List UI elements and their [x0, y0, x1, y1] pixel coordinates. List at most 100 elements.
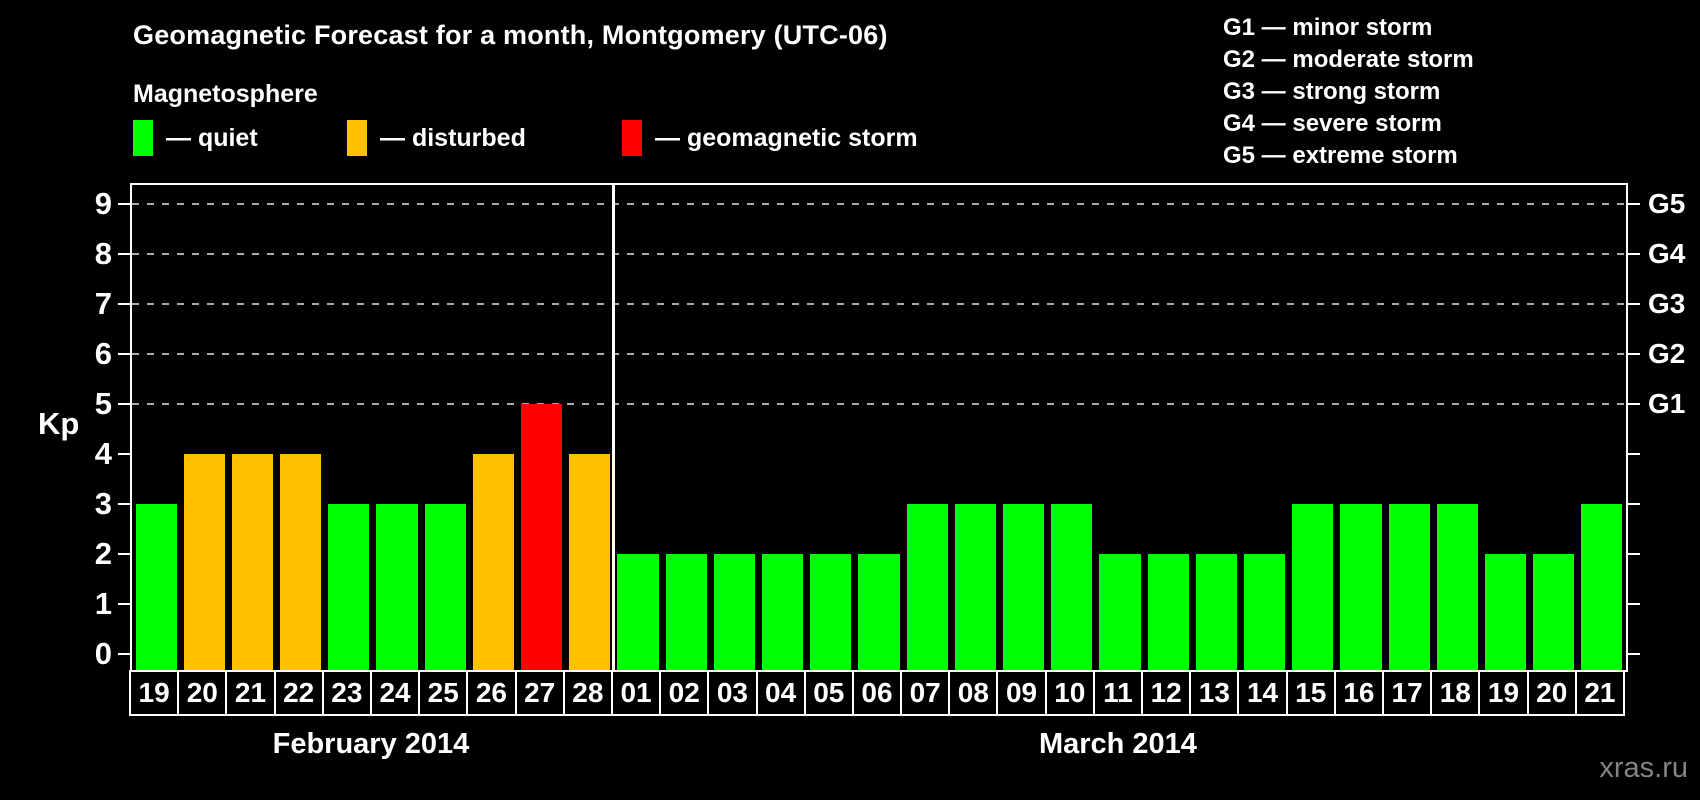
kp-bar-day-20	[1533, 554, 1575, 670]
y-axis-tick-label-0: 0	[94, 636, 112, 671]
left-axis-tick-0	[118, 653, 130, 655]
chart-title: Geomagnetic Forecast for a month, Montgo…	[133, 20, 888, 50]
day-box-21: 21	[225, 670, 276, 716]
left-axis-tick-6	[118, 353, 130, 355]
kp-bar-day-26	[472, 454, 515, 670]
day-box-16: 16	[1333, 670, 1385, 716]
g-scale-legend-line: G3 — strong storm	[1223, 78, 1441, 105]
y-axis-tick-label-8: 8	[94, 236, 112, 271]
day-box-25: 25	[418, 670, 469, 716]
left-axis-tick-5	[118, 403, 130, 405]
disturbed-color-swatch	[347, 120, 367, 156]
day-box-02: 02	[659, 670, 710, 716]
kp-bar-day-15	[1292, 504, 1334, 670]
kp-bar-day-11	[1099, 554, 1141, 670]
kp-bar-day-02	[665, 554, 707, 670]
kp-bar-day-18	[1436, 504, 1478, 670]
kp-bar-day-21	[231, 454, 274, 670]
month-separator-line	[612, 185, 616, 670]
right-axis-tick-8	[1628, 253, 1640, 255]
kp-bar-day-19	[135, 504, 177, 670]
day-box-14: 14	[1237, 670, 1288, 716]
day-box-13: 13	[1189, 670, 1240, 716]
kp-bar-day-01	[617, 554, 659, 670]
magnetosphere-legend-title: Magnetosphere	[133, 80, 318, 108]
left-axis-tick-7	[118, 303, 130, 305]
day-box-06: 06	[851, 670, 903, 716]
kp-bar-day-22	[280, 454, 322, 670]
kp-bar-day-21	[1581, 504, 1623, 670]
day-box-07: 07	[900, 670, 951, 716]
day-box-28: 28	[562, 670, 613, 716]
day-box-21: 21	[1574, 670, 1625, 716]
day-box-11: 11	[1092, 670, 1144, 716]
gridline-kp-8	[132, 253, 1626, 255]
day-box-19: 19	[129, 670, 180, 716]
day-box-23: 23	[321, 670, 372, 716]
kp-bar-day-04	[762, 554, 804, 670]
right-axis-tick-3	[1628, 503, 1640, 505]
kp-bar-day-20	[183, 454, 225, 670]
y-axis-tick-label-5: 5	[94, 386, 112, 421]
month-label-1: March 2014	[1038, 728, 1197, 760]
g-scale-tick-label-G3: G3	[1648, 288, 1686, 319]
day-box-24: 24	[369, 670, 421, 716]
kp-bar-day-28	[569, 454, 611, 670]
y-axis-tick-label-6: 6	[94, 336, 112, 371]
day-box-09: 09	[996, 670, 1047, 716]
day-box-08: 08	[948, 670, 999, 716]
kp-bar-day-14	[1243, 554, 1286, 670]
watermark-text: xras.ru	[1599, 752, 1688, 784]
kp-bar-day-06	[858, 554, 900, 670]
gridline-kp-7	[132, 303, 1626, 305]
gridline-kp-6	[132, 353, 1626, 355]
kp-bar-day-10	[1051, 504, 1093, 670]
day-box-17: 17	[1382, 670, 1433, 716]
legend-item-quiet: — quiet	[133, 119, 258, 157]
kp-bar-day-12	[1147, 554, 1189, 670]
right-axis-tick-7	[1628, 303, 1640, 305]
y-axis-title: Kp	[38, 406, 80, 441]
legend-item-storm: — geomagnetic storm	[622, 119, 918, 157]
kp-bar-day-16	[1340, 504, 1382, 670]
left-axis-tick-9	[118, 203, 130, 205]
legend-label-storm: — geomagnetic storm	[655, 123, 918, 152]
gridline-kp-9	[132, 203, 1626, 205]
kp-bar-day-05	[810, 554, 852, 670]
y-axis-tick-label-2: 2	[94, 536, 112, 571]
y-axis-tick-label-4: 4	[94, 436, 112, 471]
legend-label-quiet: — quiet	[166, 123, 258, 152]
day-box-20: 20	[177, 670, 228, 716]
day-box-05: 05	[803, 670, 854, 716]
legend-label-disturbed: — disturbed	[380, 123, 526, 152]
right-axis-tick-0	[1628, 653, 1640, 655]
left-axis-tick-1	[118, 603, 130, 605]
day-box-04: 04	[755, 670, 806, 716]
day-box-15: 15	[1285, 670, 1336, 716]
g-scale-legend-line: G1 — minor storm	[1223, 14, 1433, 41]
day-box-20: 20	[1526, 670, 1577, 716]
right-axis-tick-4	[1628, 453, 1640, 455]
storm-color-swatch	[622, 120, 642, 156]
kp-bar-day-07	[906, 504, 948, 670]
y-axis-tick-label-7: 7	[94, 286, 112, 321]
right-axis-tick-2	[1628, 553, 1640, 555]
day-box-26: 26	[466, 670, 517, 716]
kp-bar-day-19	[1484, 554, 1527, 670]
day-box-18: 18	[1430, 670, 1481, 716]
kp-bar-chart-plot-area: 0 1 2 3 4 5 6 7 8 9 G1 G2 G3 G4 G5	[95, 183, 1685, 672]
day-box-10: 10	[1044, 670, 1095, 716]
left-axis-tick-3	[118, 503, 130, 505]
g-scale-legend-line: G2 — moderate storm	[1223, 46, 1474, 73]
legend-item-disturbed: — disturbed	[347, 119, 526, 157]
kp-bar-day-08	[954, 504, 996, 670]
g-scale-tick-label-G1: G1	[1648, 388, 1686, 419]
kp-bar-day-24	[376, 504, 418, 670]
g-scale-tick-label-G5: G5	[1648, 188, 1686, 219]
y-axis-tick-label-1: 1	[94, 586, 112, 621]
g-scale-tick-label-G4: G4	[1648, 238, 1686, 269]
quiet-color-swatch	[133, 120, 153, 156]
kp-bar-day-25	[424, 504, 466, 670]
right-axis-tick-1	[1628, 603, 1640, 605]
